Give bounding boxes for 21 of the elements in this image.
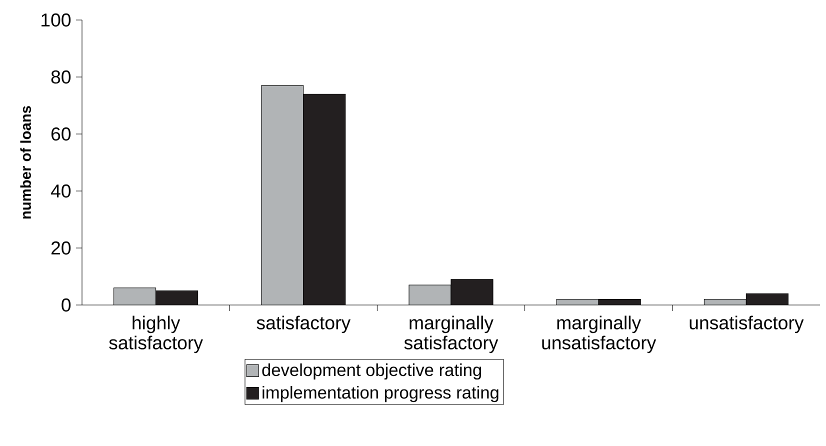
- y-axis-title: number of loans: [20, 106, 32, 219]
- legend-label: implementation progress rating: [262, 386, 498, 402]
- bar: [114, 288, 156, 305]
- bar: [451, 279, 493, 305]
- y-tick-label: 100: [42, 13, 71, 27]
- y-tick-label: 20: [51, 241, 71, 255]
- y-tick-label: 80: [51, 70, 71, 84]
- y-tick-label: 40: [50, 184, 71, 198]
- x-tick-label: highly satisfactory: [109, 316, 203, 354]
- x-tick-label: marginally satisfactory: [404, 316, 498, 354]
- bar: [746, 293, 788, 305]
- bar: [409, 285, 451, 305]
- x-tick-label: unsatisfactory: [690, 316, 804, 334]
- y-tick-label: 60: [51, 127, 71, 141]
- legend-label: development objective rating: [262, 363, 482, 380]
- y-tick-label: 0: [62, 298, 71, 312]
- bar: [261, 86, 304, 305]
- bar: [303, 94, 346, 305]
- bar: [156, 290, 198, 305]
- x-tick-label: satisfactory: [256, 316, 351, 334]
- x-tick-label: marginally unsatisfactory: [542, 316, 656, 354]
